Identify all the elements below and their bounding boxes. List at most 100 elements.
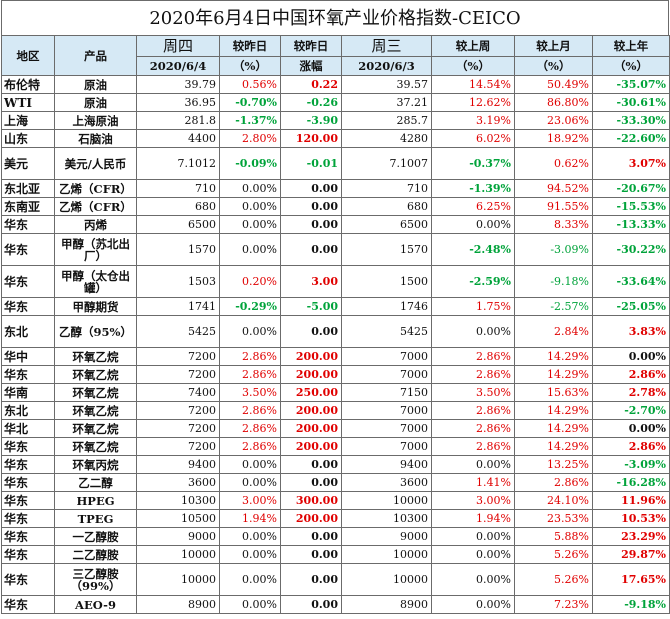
week-change-cell: 6.02% xyxy=(431,129,515,148)
product-cell: 环氧乙烷 xyxy=(54,419,137,438)
year-change-cell: -22.60% xyxy=(592,129,670,148)
year-change-cell: 2.86% xyxy=(592,437,670,456)
wednesday-price-cell: 7000 xyxy=(341,365,432,384)
region-cell: 华东 xyxy=(1,595,55,614)
wednesday-price-cell: 710 xyxy=(341,179,432,198)
thursday-price-cell: 7200 xyxy=(136,401,220,420)
month-change-cell: 13.25% xyxy=(514,455,593,474)
wednesday-price-cell: 6500 xyxy=(341,215,432,234)
thursday-price-cell: 1570 xyxy=(136,233,220,266)
year-change-cell: 2.86% xyxy=(592,365,670,384)
week-change-cell: 14.54% xyxy=(431,75,515,94)
month-change-cell: 23.53% xyxy=(514,509,593,528)
product-cell: 甲醇期货 xyxy=(54,297,137,316)
change-pct-cell: 0.00% xyxy=(219,197,281,216)
month-change-cell: 23.06% xyxy=(514,111,593,130)
wednesday-price-cell: 5425 xyxy=(341,315,432,348)
product-cell: 二乙醇胺 xyxy=(54,545,137,564)
change-pct-cell: 1.94% xyxy=(219,509,281,528)
thursday-price-cell: 4400 xyxy=(136,129,220,148)
week-change-cell: 6.25% xyxy=(431,197,515,216)
week-change-cell: 1.41% xyxy=(431,473,515,492)
year-change-cell: -25.05% xyxy=(592,297,670,316)
change-abs-cell: 0.00 xyxy=(280,527,342,546)
wednesday-price-cell: 9000 xyxy=(341,527,432,546)
month-change-cell: -3.09% xyxy=(514,233,593,266)
thursday-price-cell: 9000 xyxy=(136,527,220,546)
week-change-cell: 2.86% xyxy=(431,437,515,456)
region-cell: 华北 xyxy=(1,419,55,438)
change-pct-cell: -0.09% xyxy=(219,147,281,180)
change-pct-cell: 2.86% xyxy=(219,437,281,456)
header-vs-last-week: 较上周 xyxy=(431,35,515,57)
product-cell: 上海原油 xyxy=(54,111,137,130)
table-row: 华东 一乙醇胺 9000 0.00% 0.00 9000 0.00% 5.88% 23.29% xyxy=(1,527,670,546)
header-vs-yesterday-abs: 较昨日 xyxy=(280,35,342,57)
month-change-cell: 86.80% xyxy=(514,93,593,112)
week-change-cell: 3.19% xyxy=(431,111,515,130)
product-cell: 环氧乙烷 xyxy=(54,383,137,402)
month-change-cell: 15.63% xyxy=(514,383,593,402)
year-change-cell: -15.53% xyxy=(592,197,670,216)
table-row: 东北 乙醇（95%） 5425 0.00% 0.00 5425 0.00% 2.84% 3.83… xyxy=(1,315,670,348)
header-wednesday: 周三 xyxy=(341,35,432,57)
table-row: 华东 甲醇（苏北出厂） 1570 0.00% 0.00 1570 -2.48% -3.09% -… xyxy=(1,233,670,266)
week-change-cell: 0.00% xyxy=(431,563,515,596)
thursday-price-cell: 10500 xyxy=(136,509,220,528)
region-cell: WTI xyxy=(1,93,55,112)
change-pct-cell: 3.00% xyxy=(219,491,281,510)
region-cell: 华东 xyxy=(1,265,55,298)
week-change-cell: 0.00% xyxy=(431,595,515,614)
region-cell: 美元 xyxy=(1,147,55,180)
region-cell: 布伦特 xyxy=(1,75,55,94)
product-cell: 甲醇（太仓出罐） xyxy=(54,265,137,298)
year-change-cell: 0.00% xyxy=(592,347,670,366)
week-change-cell: -0.37% xyxy=(431,147,515,180)
month-change-cell: 94.52% xyxy=(514,179,593,198)
product-cell: 环氧乙烷 xyxy=(54,347,137,366)
change-pct-cell: 0.00% xyxy=(219,473,281,492)
wednesday-price-cell: 10000 xyxy=(341,563,432,596)
week-change-cell: -2.48% xyxy=(431,233,515,266)
table-row: 东北亚 乙烯（CFR） 710 0.00% 0.00 710 -1.39% 94.52% -20… xyxy=(1,179,670,198)
change-abs-cell: 0.00 xyxy=(280,215,342,234)
region-cell: 华东 xyxy=(1,437,55,456)
week-change-cell: 2.86% xyxy=(431,365,515,384)
wednesday-price-cell: 8900 xyxy=(341,595,432,614)
thursday-price-cell: 7200 xyxy=(136,365,220,384)
table-row: WTI 原油 36.95 -0.70% -0.26 37.21 12.62% 86.80% -3… xyxy=(1,93,670,112)
table-row: 华东 环氧乙烷 7200 2.86% 200.00 7000 2.86% 14.29% 2.86… xyxy=(1,437,670,456)
product-cell: 乙烯（CFR） xyxy=(54,179,137,198)
thursday-price-cell: 9400 xyxy=(136,455,220,474)
month-change-cell: 5.26% xyxy=(514,563,593,596)
change-abs-cell: 200.00 xyxy=(280,401,342,420)
year-change-cell: -9.18% xyxy=(592,595,670,614)
wednesday-price-cell: 7000 xyxy=(341,347,432,366)
thursday-price-cell: 8900 xyxy=(136,595,220,614)
region-cell: 华东 xyxy=(1,455,55,474)
month-change-cell: 50.49% xyxy=(514,75,593,94)
week-change-cell: -2.59% xyxy=(431,265,515,298)
header-vs-yesterday-unit: （%） xyxy=(219,56,281,76)
change-pct-cell: 0.00% xyxy=(219,545,281,564)
product-cell: TPEG xyxy=(54,509,137,528)
table-row: 山东 石脑油 4400 2.80% 120.00 4280 6.02% 18.92% -22.6… xyxy=(1,129,670,148)
month-change-cell: 5.26% xyxy=(514,545,593,564)
change-pct-cell: 2.80% xyxy=(219,129,281,148)
product-cell: 乙醇（95%） xyxy=(54,315,137,348)
change-pct-cell: 0.00% xyxy=(219,315,281,348)
region-cell: 华东 xyxy=(1,545,55,564)
year-change-cell: -16.28% xyxy=(592,473,670,492)
header-vs-last-year: 较上年 xyxy=(592,35,670,57)
change-pct-cell: 0.00% xyxy=(219,527,281,546)
region-cell: 东北 xyxy=(1,315,55,348)
thursday-price-cell: 7200 xyxy=(136,437,220,456)
product-cell: 石脑油 xyxy=(54,129,137,148)
year-change-cell: -2.70% xyxy=(592,401,670,420)
year-change-cell: 2.78% xyxy=(592,383,670,402)
thursday-price-cell: 3600 xyxy=(136,473,220,492)
year-change-cell: -30.61% xyxy=(592,93,670,112)
header-row-2: 2020/6/4 （%） 涨幅 2020/6/3 （%） （%） （%） xyxy=(2,56,670,76)
year-change-cell: -35.07% xyxy=(592,75,670,94)
change-pct-cell: 0.00% xyxy=(219,233,281,266)
